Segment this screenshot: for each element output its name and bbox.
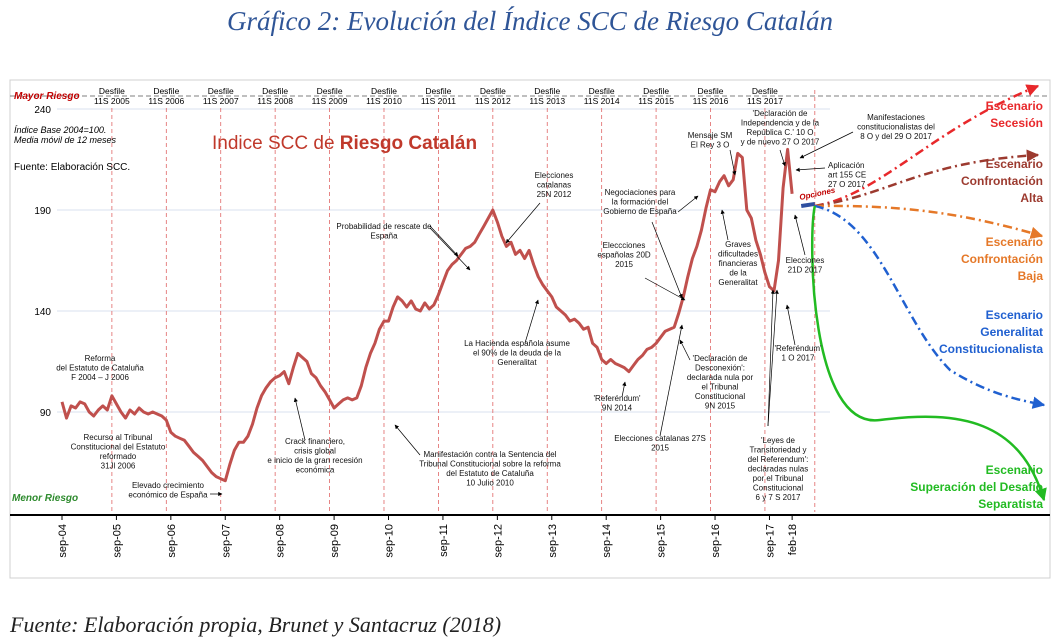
annotation-16: Manifestaciones constitucionalistas del 8 … (857, 113, 935, 141)
series-line-scc-index (60, 147, 794, 483)
base-note: Índice Base 2004=100. Media móvil de 12 m… (14, 125, 117, 145)
scenario-label: Escenario Secesión (986, 99, 1043, 130)
scenario-label: Escenario Confrontación Alta (961, 157, 1043, 205)
x-tick-label: sep-12 (492, 524, 504, 558)
risk-low-label: Menor Riesgo (12, 493, 78, 504)
scenario-curve-confrontacion-alta (814, 149, 1040, 208)
annotation-arrow (767, 289, 779, 427)
y-tick-label: 140 (34, 307, 51, 318)
annotation-5: Probabilidad de rescate de España (336, 222, 432, 241)
parade-label: Desfile 11S 2007 (203, 86, 239, 106)
annotation-4: Manifestación contra la Sentencia del Tri… (419, 450, 561, 488)
annotation-0: Reforma del Estatuto de Cataluña F 2004 – … (56, 354, 144, 382)
x-tick-label: sep-08 (275, 524, 287, 558)
annotation-arrow (720, 209, 729, 241)
figure-source: Fuente: Elaboración propia, Brunet y San… (10, 612, 502, 637)
y-tick-label: 90 (40, 408, 52, 419)
annotation-arrow (729, 149, 737, 176)
figure-title: Gráfico 2: Evolución del Índice SCC de R… (227, 6, 833, 36)
series-line-options (800, 201, 816, 208)
annotation-7: La Hacienda española asume el 90% de la d… (464, 339, 570, 367)
parade-label: Desfile 11S 2017 (747, 86, 783, 106)
annotation-arrow (785, 304, 796, 346)
parade-label: Desfile 11S 2008 (257, 86, 293, 106)
x-tick-label: sep-05 (111, 524, 123, 558)
parade-label: Desfile 11S 2010 (366, 86, 402, 106)
annotation-arrow (679, 339, 691, 361)
parade-label: Desfile 11S 2005 (94, 86, 130, 106)
annotation-arrow (767, 289, 775, 427)
annotation-3: Crack financiero, crisis global e inicio d… (267, 437, 362, 475)
annotation-2: Elevado crecimiento económico de España (128, 481, 208, 500)
annotation-6: Elecciones catalanas 25N 2012 (535, 171, 574, 199)
parade-label: Desfile 11S 2014 (584, 86, 620, 106)
scenario-label: Escenario Superación del Desafío Separatis… (910, 463, 1043, 511)
annotation-arrow (429, 227, 471, 271)
parade-label: Desfile 11S 2012 (475, 86, 511, 106)
annotation-10: Eleccciones españolas 20D 2015 (597, 241, 651, 269)
chart-title: Indice SCC de Riesgo Catalán (212, 133, 477, 154)
x-tick-label: sep-07 (220, 524, 232, 558)
annotation-arrow (524, 299, 539, 344)
x-tick-label: sep-13 (547, 524, 559, 558)
annotation-arrow (505, 202, 541, 244)
annotation-19: 'Referéndum' 1 O 2017 (774, 344, 822, 363)
y-tick-label: 190 (34, 206, 51, 217)
parade-label: Desfile 11S 2016 (693, 86, 729, 106)
annotation-arrow (659, 324, 684, 437)
x-tick-label: sep-14 (601, 524, 613, 558)
risk-index-chart: Mayor Riesgo Menor Riesgo 240 190 140 90 Desfi… (9, 79, 1051, 579)
x-tick-label: sep-06 (166, 524, 178, 558)
annotation-arrow (429, 225, 459, 257)
annotation-arrow (799, 131, 854, 159)
y-tick-label: 240 (34, 105, 51, 116)
annotation-14: Graves dificultades financieras de la Genera… (718, 240, 758, 287)
parade-label: Desfile 11S 2011 (421, 86, 456, 106)
annotation-arrow (621, 381, 627, 398)
x-tick-label: feb-18 (787, 524, 799, 555)
risk-high-label: Mayor Riesgo (14, 91, 80, 102)
x-tick-label: sep-09 (329, 524, 341, 558)
annotation-arrow (779, 149, 786, 167)
scenario-curve-generalitat-constitucionalista (814, 204, 1046, 409)
source-note: Fuente: Elaboración SCC. (14, 162, 130, 173)
scenario-label: Escenario Generalitat Constitucionalista (939, 308, 1043, 356)
annotation-arrow (651, 221, 683, 299)
annotation-8: 'Referéndum' 9N 2014 (593, 394, 641, 413)
annotation-9: Negociaciones para la formación del Gobier… (603, 188, 677, 216)
annotation-12: 'Declaración de Desconexión': declarada nu… (687, 354, 754, 411)
annotation-arrow (644, 277, 686, 301)
annotation-arrow (795, 167, 826, 172)
scenario-curve-superacion (810, 205, 1047, 502)
parade-label: Desfile 11S 2009 (312, 86, 348, 106)
annotation-arrow (793, 214, 806, 256)
parade-label: Desfile 11S 2015 (638, 86, 674, 106)
x-tick-label: sep-04 (57, 524, 69, 558)
annotation-15: 'Declaración de Independencia y de la Repú… (741, 109, 820, 147)
scenario-curve-confrontacion-baja (814, 204, 1044, 239)
scenario-label: Escenario Confrontación Baja (961, 235, 1043, 283)
annotation-arrow (293, 397, 306, 441)
x-tick-label: sep-15 (656, 524, 668, 558)
annotation-1: Recurso al Tribunal Constitucional del Es… (71, 433, 166, 471)
annotation-arrow (677, 195, 699, 213)
x-tick-label: sep-17 (764, 524, 776, 558)
parade-label: Desfile 11S 2013 (529, 86, 565, 106)
x-tick-label: sep-11 (438, 524, 450, 557)
annotation-13: Mensaje SM El Rey 3 O (688, 131, 733, 150)
annotation-18: Elecciones 21D 2017 (786, 256, 825, 275)
annotation-arrow (394, 424, 421, 456)
scenario-curve-secesion (814, 84, 1040, 208)
x-tick-label: sep-16 (710, 524, 722, 558)
annotation-20: 'Leyes de Transitoriedad y del Referendum'… (748, 436, 809, 502)
annotation-17: Aplicación art 155 CE 27 O 2017 (828, 161, 866, 189)
parade-label: Desfile 11S 2006 (148, 86, 184, 106)
annotation-11: Elecciones catalanas 27S 2015 (614, 434, 706, 453)
x-tick-label: sep-10 (384, 524, 396, 558)
chart-frame (9, 79, 1051, 579)
